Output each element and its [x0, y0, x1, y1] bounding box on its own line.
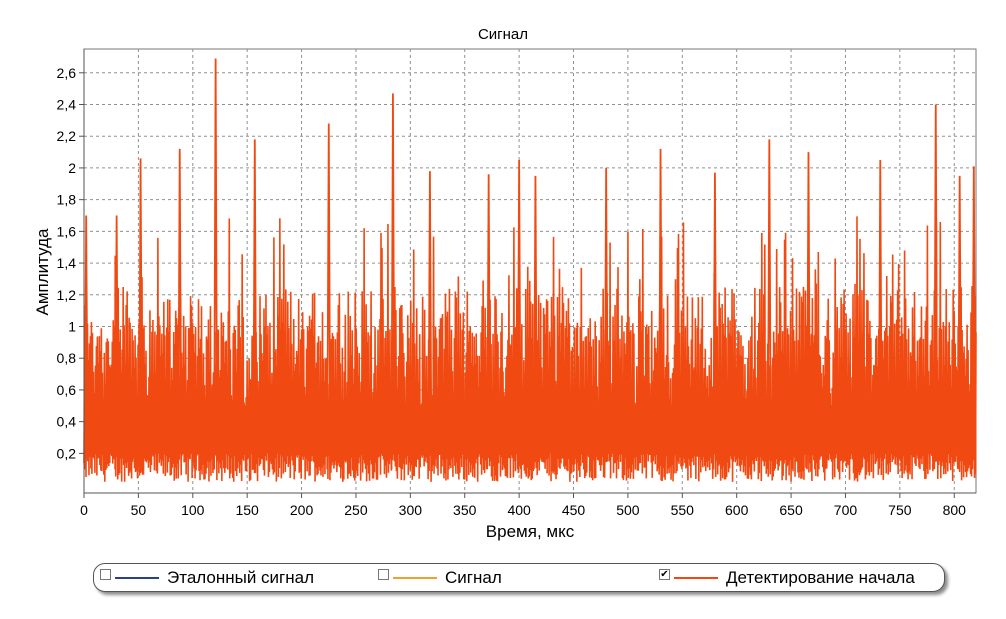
- y-tick-label: 1,8: [57, 192, 77, 208]
- series-peak: [806, 152, 811, 470]
- y-axis-label: Амплитуда: [33, 228, 52, 315]
- y-tick-label: 1,4: [57, 255, 77, 271]
- series-peak: [533, 175, 538, 470]
- y-tick-label: 2,2: [57, 128, 77, 144]
- y-tick-label: 0,4: [57, 414, 77, 430]
- series-peak: [516, 159, 522, 470]
- legend-checkbox-reference[interactable]: [100, 568, 111, 580]
- series-peak: [957, 175, 963, 470]
- legend-label-detection: Детектирование начала: [726, 568, 915, 587]
- x-tick-label: 700: [834, 502, 858, 518]
- y-tick-label: 0,8: [57, 350, 77, 366]
- x-tick-label: 800: [943, 502, 967, 518]
- legend-checkbox-detection[interactable]: ✔: [659, 568, 670, 580]
- x-tick-label: 100: [181, 502, 205, 518]
- x-tick-label: 300: [399, 502, 423, 518]
- legend-label-signal: Сигнал: [445, 568, 502, 587]
- x-tick-label: 350: [453, 502, 477, 518]
- chart-title: Сигнал: [478, 26, 528, 43]
- series-line-detection: [83, 216, 977, 482]
- series-group: [83, 58, 977, 482]
- y-tick-label: 1: [68, 319, 76, 335]
- series-peak: [83, 215, 89, 470]
- series-peak: [114, 215, 120, 470]
- legend-swatch-signal: [393, 577, 437, 579]
- y-tick-label: 1,6: [57, 223, 77, 239]
- y-tick-label: 2,4: [57, 97, 77, 113]
- x-tick-label: 450: [562, 502, 586, 518]
- series-peak: [933, 104, 939, 470]
- legend-item-signal[interactable]: Сигнал: [378, 568, 502, 588]
- series-peak: [326, 123, 332, 470]
- y-tick-label: 1,2: [57, 287, 77, 303]
- x-tick-label: 600: [725, 502, 749, 518]
- x-tick-label: 500: [616, 502, 640, 518]
- x-tick-label: 750: [888, 502, 912, 518]
- series-peak: [252, 139, 258, 470]
- series-peak: [603, 167, 609, 470]
- x-tick-label: 150: [235, 502, 259, 518]
- series-peak: [177, 148, 183, 470]
- y-tick-label: 2,6: [57, 65, 77, 81]
- series-peak: [390, 93, 396, 470]
- legend-swatch-reference: [115, 577, 159, 579]
- legend-swatch-detection: [674, 577, 718, 579]
- x-axis-label: Время, мкс: [486, 522, 575, 541]
- legend-label-reference: Эталонный сигнал: [167, 568, 315, 587]
- legend-item-detection[interactable]: ✔ Детектирование начала: [659, 568, 915, 588]
- series-peak: [766, 139, 772, 470]
- x-tick-label: 550: [671, 502, 695, 518]
- series-peak: [971, 166, 977, 470]
- legend-checkbox-signal[interactable]: [378, 568, 389, 580]
- series-peak: [213, 58, 219, 470]
- y-tick-label: 2: [68, 160, 76, 176]
- series-peak: [486, 174, 492, 470]
- series-peak: [658, 148, 663, 470]
- series-peak: [877, 159, 883, 470]
- x-tick-label: 50: [131, 502, 147, 518]
- x-tick-label: 250: [344, 502, 368, 518]
- x-tick-label: 0: [80, 502, 88, 518]
- series-peak: [138, 158, 143, 470]
- series-peak: [712, 172, 718, 470]
- y-tick-label: 0,6: [57, 382, 77, 398]
- x-tick-label: 400: [507, 502, 531, 518]
- legend-item-reference[interactable]: Эталонный сигнал: [100, 568, 314, 588]
- series-peak: [427, 171, 433, 470]
- x-tick-label: 200: [290, 502, 314, 518]
- x-tick-label: 650: [779, 502, 803, 518]
- y-tick-label: 0,2: [57, 445, 77, 461]
- legend: Эталонный сигнал Сигнал ✔ Детектирование…: [93, 563, 945, 592]
- axes: 0 50 100 150 200 250 300 350 400 450 500 550 600 650 7…: [57, 49, 976, 518]
